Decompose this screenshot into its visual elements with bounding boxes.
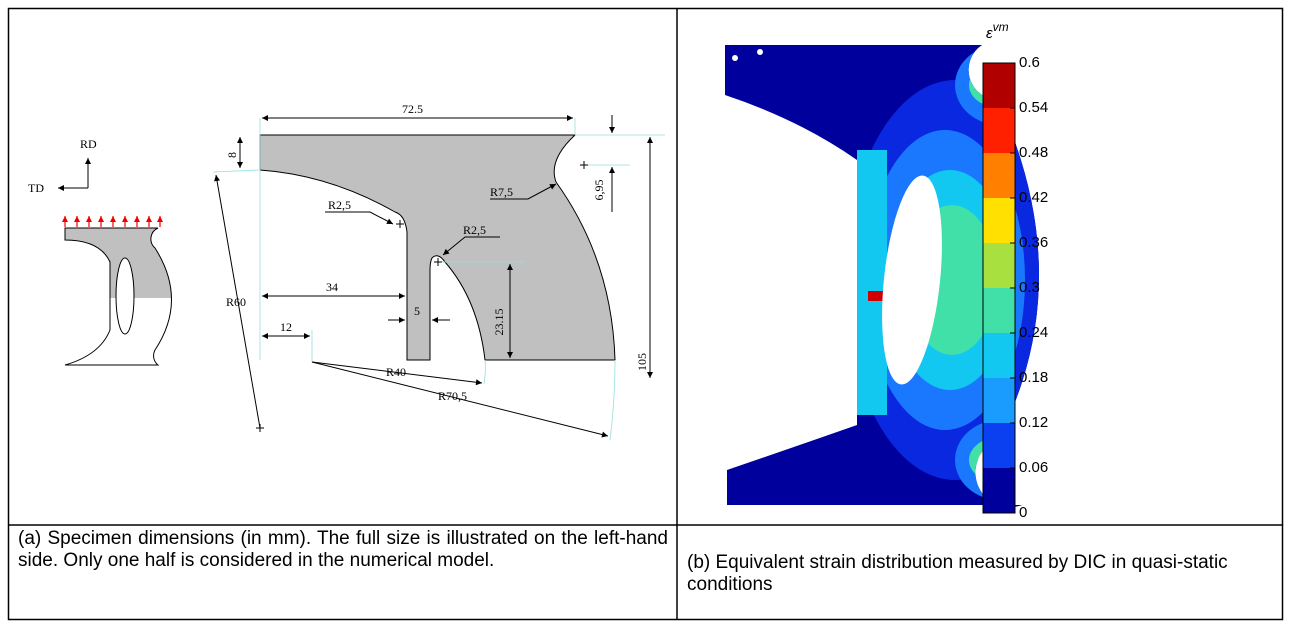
colorbar-band [983, 243, 1015, 289]
colorbar-band [983, 468, 1015, 514]
colorbar-tick-label: 0.54 [1019, 99, 1048, 116]
colorbar-band [983, 378, 1015, 424]
colorbar-tick-label: 0.18 [1019, 369, 1048, 386]
colorbar-band [983, 198, 1015, 244]
dimension-label: 5 [414, 304, 420, 318]
colorbar-tick-label: 0.36 [1019, 234, 1048, 251]
axis-label: TD [28, 181, 44, 195]
colorbar-title: εvm [986, 20, 1009, 42]
dimension-label: 34 [326, 280, 338, 294]
colorbar-band [983, 153, 1015, 199]
colorbar-tick-label: 0.06 [1019, 459, 1048, 476]
caption: (b) Equivalent strain distribution measu… [679, 528, 1281, 620]
dimension-label: R2,5 [328, 198, 351, 212]
colorbar-band [983, 423, 1015, 469]
caption: (a) Specimen dimensions (in mm). The ful… [10, 528, 676, 572]
colorbar-tick-label: 0.6 [1019, 54, 1040, 71]
colorbar-band [983, 333, 1015, 379]
dimension-label: 6,95 [592, 180, 606, 201]
dimension-label: R70,5 [438, 389, 467, 403]
colorbar-band [983, 108, 1015, 154]
dimension-label: R40 [386, 365, 406, 379]
dimension-label: R2,5 [463, 223, 486, 237]
dimension-label: 23.15 [492, 309, 506, 336]
superscript: vm [993, 20, 1009, 34]
figure: RD TD [0, 0, 1291, 623]
colorbar-tick-label: 0.42 [1019, 189, 1048, 206]
dimension-label: 8 [225, 152, 239, 158]
colorbar-tick-label: 0.12 [1019, 414, 1048, 431]
caption-text: (b) Equivalent strain distribution measu… [687, 552, 1273, 596]
full-specimen [65, 216, 172, 365]
half-specimen: 72.5 8 R7,5 6,95 R2,5 R2,5 R60 34 5 23.1… [213, 102, 665, 440]
colorbar-band [983, 288, 1015, 334]
dimension-label: 105 [635, 353, 649, 371]
dimension-label: 12 [280, 320, 292, 334]
colorbar-tick-label: 0.3 [1019, 279, 1040, 296]
colorbar-tick-label: 0 [1019, 504, 1027, 521]
colorbar-tick-label: 0.48 [1019, 144, 1048, 161]
dimension-label: 72.5 [402, 102, 423, 116]
dimension-label: R60 [226, 295, 246, 309]
orientation-axes: RD TD [28, 137, 97, 195]
colorbar-band [983, 63, 1015, 109]
dimension-label: R7,5 [490, 185, 513, 199]
axis-label: RD [80, 137, 97, 151]
colorbar-tick-label: 0.24 [1019, 324, 1048, 341]
